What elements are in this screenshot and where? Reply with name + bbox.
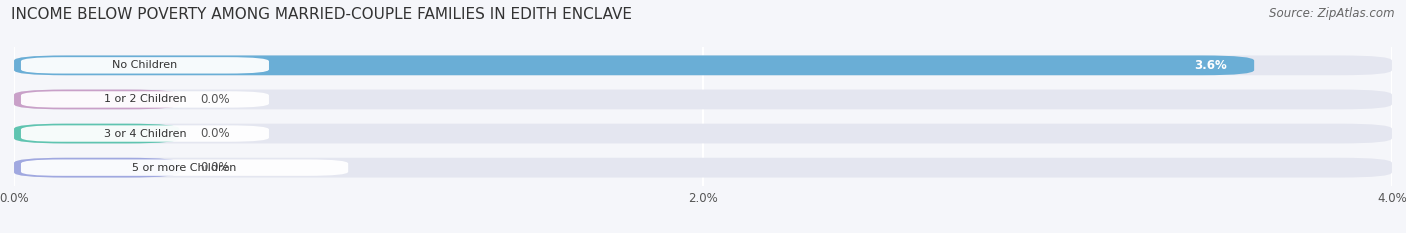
- FancyBboxPatch shape: [14, 89, 1392, 109]
- FancyBboxPatch shape: [14, 158, 1392, 178]
- FancyBboxPatch shape: [21, 125, 269, 142]
- FancyBboxPatch shape: [14, 158, 180, 178]
- FancyBboxPatch shape: [14, 89, 180, 109]
- Text: 3.6%: 3.6%: [1194, 59, 1226, 72]
- FancyBboxPatch shape: [21, 159, 349, 176]
- Text: INCOME BELOW POVERTY AMONG MARRIED-COUPLE FAMILIES IN EDITH ENCLAVE: INCOME BELOW POVERTY AMONG MARRIED-COUPL…: [11, 7, 633, 22]
- Text: 0.0%: 0.0%: [200, 93, 229, 106]
- Text: 0.0%: 0.0%: [200, 127, 229, 140]
- FancyBboxPatch shape: [14, 124, 180, 144]
- Text: 3 or 4 Children: 3 or 4 Children: [104, 129, 186, 139]
- Text: 1 or 2 Children: 1 or 2 Children: [104, 94, 186, 104]
- FancyBboxPatch shape: [14, 55, 1392, 75]
- FancyBboxPatch shape: [14, 55, 1254, 75]
- Text: 0.0%: 0.0%: [200, 161, 229, 174]
- FancyBboxPatch shape: [21, 57, 269, 74]
- Text: Source: ZipAtlas.com: Source: ZipAtlas.com: [1270, 7, 1395, 20]
- FancyBboxPatch shape: [21, 91, 269, 108]
- Text: No Children: No Children: [112, 60, 177, 70]
- Text: 5 or more Children: 5 or more Children: [132, 163, 236, 173]
- FancyBboxPatch shape: [14, 124, 1392, 144]
